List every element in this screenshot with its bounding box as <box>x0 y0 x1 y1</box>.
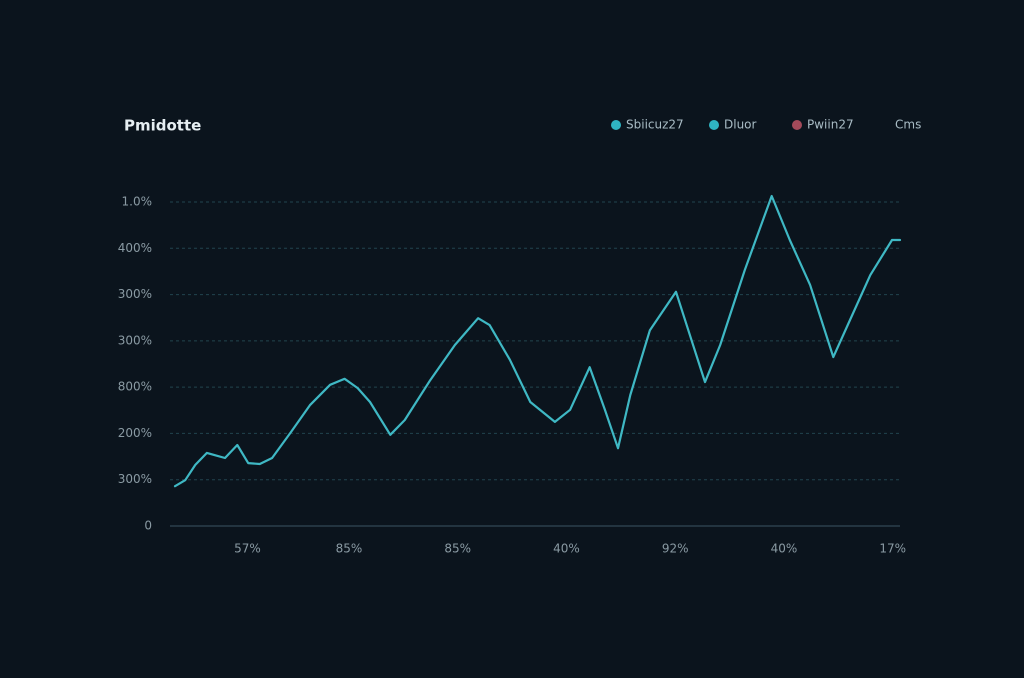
x-tick-label: 40% <box>771 542 798 556</box>
y-tick-label: 1.0% <box>122 195 153 209</box>
y-tick-label: 200% <box>118 426 152 440</box>
y-tick-label: 300% <box>118 333 152 347</box>
legend-label: Pwiin27 <box>807 118 854 132</box>
legend-label: Dluor <box>724 118 757 132</box>
x-tick-label: 85% <box>336 542 363 556</box>
legend-label: Sbiicuz27 <box>626 118 684 132</box>
legend-swatch <box>611 120 621 130</box>
x-tick-label: 57% <box>234 542 261 556</box>
legend-label: Cms <box>895 118 921 132</box>
y-tick-label: 400% <box>118 241 152 255</box>
x-tick-label: 85% <box>444 542 471 556</box>
y-tick-label: 800% <box>118 380 152 394</box>
x-tick-label: 92% <box>662 542 689 556</box>
x-tick-label: 40% <box>553 542 580 556</box>
data-line <box>173 194 902 488</box>
y-tick-label: 300% <box>118 287 152 301</box>
legend-swatch <box>709 120 719 130</box>
x-tick-label: 17% <box>879 542 906 556</box>
y-tick-label: 300% <box>118 472 152 486</box>
chart-title: Pmidotte <box>124 117 201 135</box>
y-tick-label: 0 <box>144 519 152 533</box>
legend-swatch <box>792 120 802 130</box>
